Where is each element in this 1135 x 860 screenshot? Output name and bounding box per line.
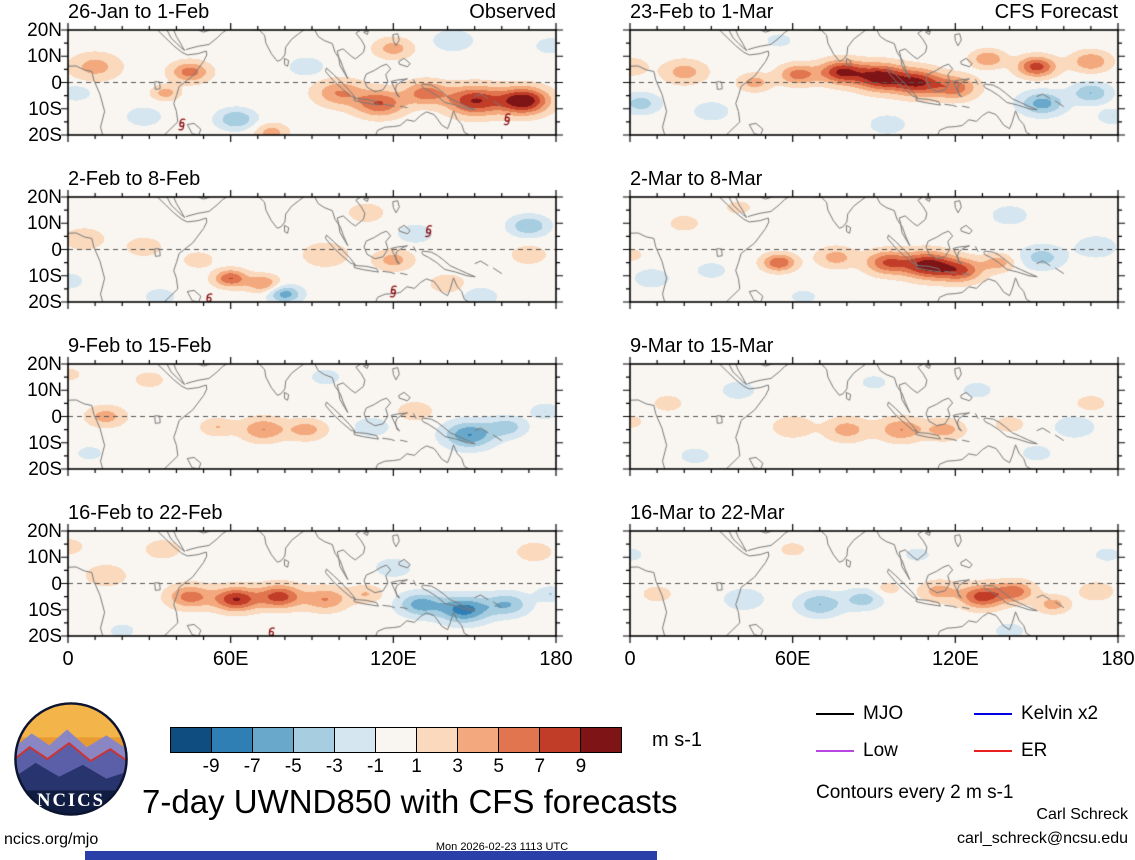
colorbar-cell [376, 728, 417, 752]
lon-tick-label: 180 [539, 648, 573, 670]
colorbar-tick-label: -1 [367, 756, 384, 777]
panel-map-canvas [622, 189, 1126, 310]
colorbar-cell [335, 728, 376, 752]
lat-tick-label: 10N [27, 46, 62, 68]
legend-item-label: MJO [863, 703, 904, 724]
legend-item-label: ER [1021, 740, 1048, 761]
footer-timestamp: Mon 2026-02-23 1113 UTC [435, 841, 569, 853]
colorbar-cell [417, 728, 458, 752]
colorbar-tick-label: 1 [411, 756, 422, 777]
footer-author: Carl Schreck [1036, 806, 1128, 823]
legend-item: Kelvin x2 [974, 703, 1132, 725]
lat-tick-label: 0 [51, 72, 62, 94]
panel-title: 2-Mar to 8-Mar [630, 168, 763, 190]
panel-map-canvas [60, 356, 564, 477]
panel-corner-label: CFS Forecast [994, 1, 1118, 23]
colorbar-tick-label: -5 [284, 756, 302, 777]
colorbar-cell [458, 728, 499, 752]
colorbar-tick-label: 7 [534, 756, 546, 777]
lon-tick-label: 60E [212, 648, 249, 670]
footer-email: carl_schreck@ncsu.edu [957, 830, 1128, 847]
legend-item-label: Low [863, 740, 898, 761]
bottom-bar [85, 851, 657, 860]
colorbar-tick-label: 3 [452, 756, 463, 777]
lat-tick-label: 0 [51, 573, 62, 595]
panel-title: 16-Feb to 22-Feb [68, 502, 223, 524]
colorbar-tick-label: -9 [202, 756, 220, 777]
panel-map-canvas [622, 22, 1126, 143]
lat-tick-label: 10S [28, 98, 62, 120]
legend-item: ER [974, 740, 1132, 762]
lat-tick-label: 10N [27, 380, 62, 402]
colorbar-tick-label: -7 [243, 756, 261, 777]
colorbar-tick-label: -3 [325, 756, 343, 777]
colorbar-cell [581, 728, 621, 752]
panel-title: 23-Feb to 1-Mar [630, 1, 774, 23]
legend-item: Low [816, 740, 974, 762]
legend-line-low-icon [816, 750, 854, 752]
colorbar-tick-label: 9 [575, 756, 587, 777]
lat-tick-label: 20N [27, 20, 62, 41]
legend-line-mjo-icon [816, 713, 854, 715]
logo-text: NCICS [37, 790, 105, 811]
colorbar-cell [253, 728, 294, 752]
colorbar-cell [212, 728, 253, 752]
legend-line-er-icon [974, 750, 1012, 752]
panel-corner-label: Observed [469, 1, 556, 23]
colorbar-cells [171, 728, 621, 752]
lat-tick-label: 20S [28, 125, 62, 146]
lon-tick-label: 120E [931, 648, 979, 670]
lon-tick-label: 60E [774, 648, 811, 670]
lat-tick-label: 20S [28, 459, 62, 480]
panel-map-canvas [622, 523, 1126, 644]
panel-map-canvas [60, 523, 564, 644]
lat-tick-label: 20S [28, 626, 62, 647]
panel-title: 2-Feb to 8-Feb [68, 168, 201, 190]
ncics-logo: NCICS [14, 702, 128, 816]
lat-tick-label: 10N [27, 213, 62, 235]
lat-tick-label: 10S [28, 599, 62, 621]
panel-title: 16-Mar to 22-Mar [630, 502, 785, 524]
colorbar-cell [540, 728, 581, 752]
panel-title: 9-Feb to 15-Feb [68, 335, 212, 357]
colorbar-unit-label: m s-1 [652, 729, 702, 751]
lat-tick-label: 20S [28, 292, 62, 313]
lat-tick-label: 0 [51, 239, 62, 261]
lat-tick-label: 0 [51, 406, 62, 428]
lon-tick-label: 180 [1101, 648, 1135, 670]
colorbar-cell [499, 728, 540, 752]
contours-note: Contours every 2 m s-1 [816, 782, 1014, 803]
lon-tick-label: 120E [369, 648, 417, 670]
legend-item: MJO [816, 703, 974, 725]
panel-title: 26-Jan to 1-Feb [68, 1, 210, 23]
panel-map-canvas [622, 356, 1126, 477]
lat-tick-label: 10S [28, 432, 62, 454]
legend-line-kelvin-x2-icon [974, 713, 1012, 715]
lat-tick-label: 10N [27, 547, 62, 569]
lon-tick-label: 0 [62, 648, 74, 670]
colorbar-cell [294, 728, 335, 752]
colorbar [170, 727, 622, 753]
colorbar-cell [171, 728, 212, 752]
lon-tick-label: 0 [624, 648, 636, 670]
lat-tick-label: 10S [28, 265, 62, 287]
panel-map-canvas [60, 189, 564, 310]
legend: MJO Kelvin x2 Low ER [816, 703, 1132, 762]
lat-tick-label: 20N [27, 521, 62, 542]
figure-title: 7-day UWND850 with CFS forecasts [142, 783, 678, 820]
panel-map-canvas [60, 22, 564, 143]
footer-site-link: ncics.org/mjo [4, 831, 99, 848]
lat-tick-label: 20N [27, 354, 62, 375]
colorbar-tick-label: 5 [493, 756, 505, 777]
legend-item-label: Kelvin x2 [1021, 703, 1099, 724]
panel-title: 9-Mar to 15-Mar [630, 335, 774, 357]
lat-tick-label: 20N [27, 187, 62, 208]
